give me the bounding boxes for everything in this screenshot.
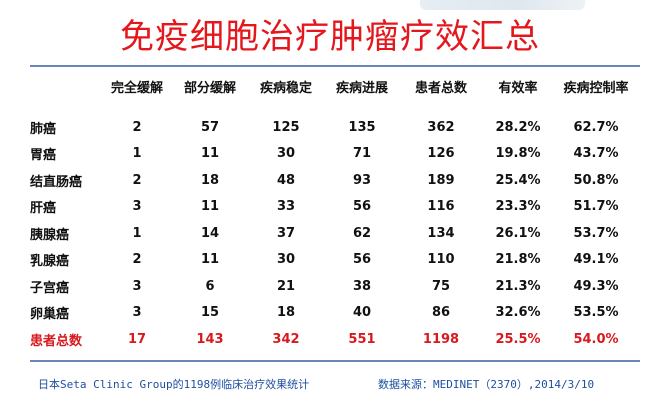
table-cell: 40: [352, 305, 372, 321]
table-cell: 23.3%: [495, 199, 541, 215]
footer-source: 数据来源：MEDINET（2370）,2014/3/10: [378, 378, 595, 391]
header-cell: 疾病控制率: [563, 80, 629, 96]
table-cell: 135: [348, 119, 376, 135]
table-cell: 126: [427, 146, 455, 162]
footer-caption: 日本Seta Clinic Group的1198例临床治疗效果统计: [38, 378, 310, 391]
table-cell: 30: [276, 252, 296, 268]
row-label: 胃癌: [30, 148, 57, 164]
row-label: 卵巢癌: [30, 307, 70, 323]
table-cell: 43.7%: [573, 146, 619, 162]
table-cell: 21: [276, 278, 296, 294]
table-cell: 48: [276, 172, 296, 188]
header-cell: 疾病进展: [335, 80, 388, 96]
header-cell: 部分缓解: [183, 80, 236, 96]
table-cell: 75: [431, 278, 451, 294]
table-cell: 19.8%: [495, 146, 541, 162]
table-cell: 125: [272, 119, 300, 135]
table-cell: 30: [276, 146, 296, 162]
row-label: 子宫癌: [30, 280, 70, 296]
table-cell: 14: [200, 225, 220, 241]
table-header-row: 完全缓解 部分缓解 疾病稳定 疾病进展 患者总数 有效率 疾病控制率: [28, 72, 638, 100]
table-cell: 362: [427, 119, 455, 135]
table-cell: 38: [352, 278, 372, 294]
table-cell: 1: [132, 225, 142, 241]
table-cell: 28.2%: [495, 119, 541, 135]
header-cell: [28, 72, 102, 100]
row-label: 乳腺癌: [30, 254, 70, 270]
table-cell: 110: [427, 252, 455, 268]
row-label: 肝癌: [30, 201, 57, 217]
total-cell: 143: [196, 331, 224, 347]
table-cell: 32.6%: [495, 305, 541, 321]
table-row: 卵巢癌 3 15 18 40 86 32.6% 53.5%: [28, 300, 638, 327]
table-cell: 86: [431, 305, 451, 321]
page-title: 免疫细胞治疗肿瘤疗效汇总: [120, 17, 540, 57]
top-decoration-image: [420, 0, 585, 10]
table-cell: 71: [352, 146, 372, 162]
total-cell: 551: [348, 331, 376, 347]
table-cell: 93: [352, 172, 372, 188]
table-cell: 56: [352, 199, 372, 215]
total-cell: 17: [127, 331, 147, 347]
table-cell: 3: [132, 199, 142, 215]
table-cell: 11: [200, 199, 220, 215]
total-cell: 54.0%: [573, 331, 619, 347]
table-cell: 26.1%: [495, 225, 541, 241]
table-spacer: [28, 100, 638, 114]
header-cell: 有效率: [498, 80, 538, 96]
table-row: 胰腺癌 1 14 37 62 134 26.1% 53.7%: [28, 220, 638, 247]
table-cell: 33: [276, 199, 296, 215]
table-cell: 57: [200, 119, 220, 135]
table-cell: 189: [427, 172, 455, 188]
table-row: 肺癌 2 57 125 135 362 28.2% 62.7%: [28, 114, 638, 141]
table-row: 结直肠癌 2 18 48 93 189 25.4% 50.8%: [28, 167, 638, 194]
table-total-row: 患者总数 17 143 342 551 1198 25.5% 54.0%: [28, 326, 638, 353]
table-cell: 53.5%: [573, 305, 619, 321]
table-cell: 134: [427, 225, 455, 241]
table-row: 乳腺癌 2 11 30 56 110 21.8% 49.1%: [28, 247, 638, 274]
table-cell: 49.3%: [573, 278, 619, 294]
table-cell: 2: [132, 172, 142, 188]
table-cell: 15: [200, 305, 220, 321]
table-cell: 3: [132, 305, 142, 321]
table-cell: 21.3%: [495, 278, 541, 294]
table-cell: 3: [132, 278, 142, 294]
table-row: 子宫癌 3 6 21 38 75 21.3% 49.3%: [28, 273, 638, 300]
table-row: 肝癌 3 11 33 56 116 23.3% 51.7%: [28, 194, 638, 221]
table-cell: 62.7%: [573, 119, 619, 135]
table-cell: 1: [132, 146, 142, 162]
table-cell: 51.7%: [573, 199, 619, 215]
row-label: 肺癌: [30, 121, 57, 137]
header-cell: 疾病稳定: [259, 80, 312, 96]
bottom-divider: [30, 360, 640, 362]
total-cell: 25.5%: [495, 331, 541, 347]
table-cell: 2: [132, 119, 142, 135]
row-label: 胰腺癌: [30, 227, 70, 243]
table-cell: 62: [352, 225, 372, 241]
total-label: 患者总数: [30, 333, 83, 349]
table-cell: 49.1%: [573, 252, 619, 268]
table-cell: 6: [205, 278, 215, 294]
table-cell: 25.4%: [495, 172, 541, 188]
table-row: 胃癌 1 11 30 71 126 19.8% 43.7%: [28, 141, 638, 168]
row-label: 结直肠癌: [30, 174, 83, 190]
table-cell: 37: [276, 225, 296, 241]
table-cell: 50.8%: [573, 172, 619, 188]
table-cell: 11: [200, 252, 220, 268]
header-cell: 患者总数: [414, 80, 467, 96]
table-cell: 18: [276, 305, 296, 321]
top-divider: [30, 65, 640, 67]
table-cell: 11: [200, 146, 220, 162]
table-cell: 116: [427, 199, 455, 215]
table-cell: 2: [132, 252, 142, 268]
table-cell: 53.7%: [573, 225, 619, 241]
total-cell: 342: [272, 331, 300, 347]
table-cell: 21.8%: [495, 252, 541, 268]
efficacy-table: 完全缓解 部分缓解 疾病稳定 疾病进展 患者总数 有效率 疾病控制率 肺癌 2 …: [28, 72, 638, 353]
table-cell: 56: [352, 252, 372, 268]
total-cell: 1198: [422, 331, 460, 347]
header-cell: 完全缓解: [110, 80, 163, 96]
table-cell: 18: [200, 172, 220, 188]
